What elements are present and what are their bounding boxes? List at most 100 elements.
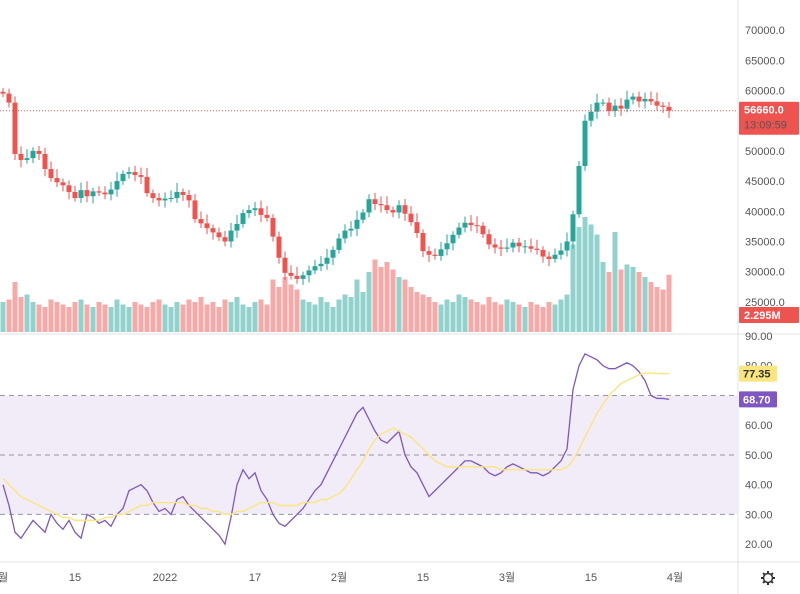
candle-body [588, 111, 594, 121]
candle-body [96, 191, 102, 193]
volume-bar [486, 297, 492, 332]
price-tick-label: 70000.0 [745, 25, 785, 37]
volume-bar [360, 292, 366, 332]
candle-body [30, 150, 36, 159]
candle-body [606, 102, 612, 112]
rsi-tick-label: 30.00 [745, 509, 773, 521]
price-tick-label: 40000.0 [745, 206, 785, 218]
candle-body [618, 105, 624, 109]
volume-bar [30, 302, 36, 332]
volume-bar [504, 299, 510, 332]
candle-body [468, 222, 474, 226]
volume-bar [276, 287, 282, 332]
candle-body [522, 246, 528, 248]
volume-bar [198, 297, 204, 332]
volume-bar [522, 307, 528, 332]
volume-bar [552, 304, 558, 332]
candle-body [462, 222, 468, 228]
candle-body [156, 197, 162, 201]
rsi-ma-line [2, 372, 669, 522]
candle-body [426, 251, 432, 255]
candle-body [576, 166, 582, 215]
candle-body [582, 120, 588, 166]
candle-body [354, 219, 360, 229]
candle-body [336, 238, 342, 250]
candle-body [516, 242, 522, 247]
candle-body [570, 214, 576, 242]
volume-bar [414, 292, 420, 332]
candle-body [150, 193, 156, 198]
price-tick-label: 45000.0 [745, 176, 785, 188]
volume-bar [222, 299, 228, 332]
volume-bar [576, 227, 582, 332]
volume-bar [510, 302, 516, 332]
volume-bar [120, 304, 126, 332]
candle-body [276, 236, 282, 258]
candle-body [558, 250, 564, 255]
candle-body [108, 189, 114, 195]
candle-body [504, 247, 510, 249]
volume-bar [54, 302, 60, 332]
price-tick-label: 60000.0 [745, 86, 785, 98]
volume-bar [258, 299, 264, 332]
candle-body [114, 181, 120, 190]
candle-body [540, 249, 546, 257]
rsi-tick-label: 50.00 [745, 450, 773, 462]
candle-body [144, 176, 150, 194]
volume-bar [126, 307, 132, 332]
volume-bar [498, 304, 504, 332]
volume-bar [132, 302, 138, 332]
candle-body [366, 199, 372, 213]
time-tick-label: 17 [249, 572, 261, 584]
candle-body [348, 228, 354, 231]
volume-bar [528, 302, 534, 332]
rsi-badge-label: 68.70 [743, 394, 771, 406]
volume-bar [666, 274, 672, 332]
volume-bar [264, 304, 270, 332]
time-tick-label: 15 [69, 572, 81, 584]
volume-bar [240, 304, 246, 332]
volume-bar [444, 299, 450, 332]
volume-bar [438, 304, 444, 332]
gear-icon[interactable] [761, 571, 775, 585]
volume-bar [546, 302, 552, 332]
candle-body [66, 185, 72, 192]
volume-bar [570, 244, 576, 332]
candle-body [480, 225, 486, 235]
time-tick-label: 15 [585, 572, 597, 584]
candle-body [594, 102, 600, 112]
candle-body [444, 243, 450, 250]
volume-bar [600, 262, 606, 332]
volume-bar [18, 297, 24, 332]
price-tick-label: 35000.0 [745, 236, 785, 248]
volume-bar [534, 304, 540, 332]
volume-bar [582, 217, 588, 332]
volume-bar [174, 302, 180, 332]
candle-body [630, 96, 636, 100]
candle-body [186, 194, 192, 201]
time-tick-label: 3월 [499, 571, 515, 584]
volume-bar [396, 277, 402, 332]
volume-bar [186, 299, 192, 332]
volume-bar [540, 307, 546, 332]
candle-body [666, 106, 672, 111]
candle-body [12, 102, 18, 154]
volume-bar [150, 302, 156, 332]
candle-body [126, 172, 132, 174]
candle-body [246, 210, 252, 214]
price-tick-label: 50000.0 [745, 146, 785, 158]
price-tick-label: 30000.0 [745, 267, 785, 279]
candle-body [90, 191, 96, 197]
candle-body [456, 227, 462, 235]
candle-body [252, 208, 258, 211]
candle-body [498, 247, 504, 249]
volume-bar [594, 234, 600, 332]
candle-body [72, 191, 78, 198]
volume-bar [24, 294, 30, 332]
candle-body [312, 266, 318, 271]
volume-bar [270, 279, 276, 332]
volume-bar [642, 277, 648, 332]
volume-bar [162, 304, 168, 332]
candle-body [168, 197, 174, 199]
